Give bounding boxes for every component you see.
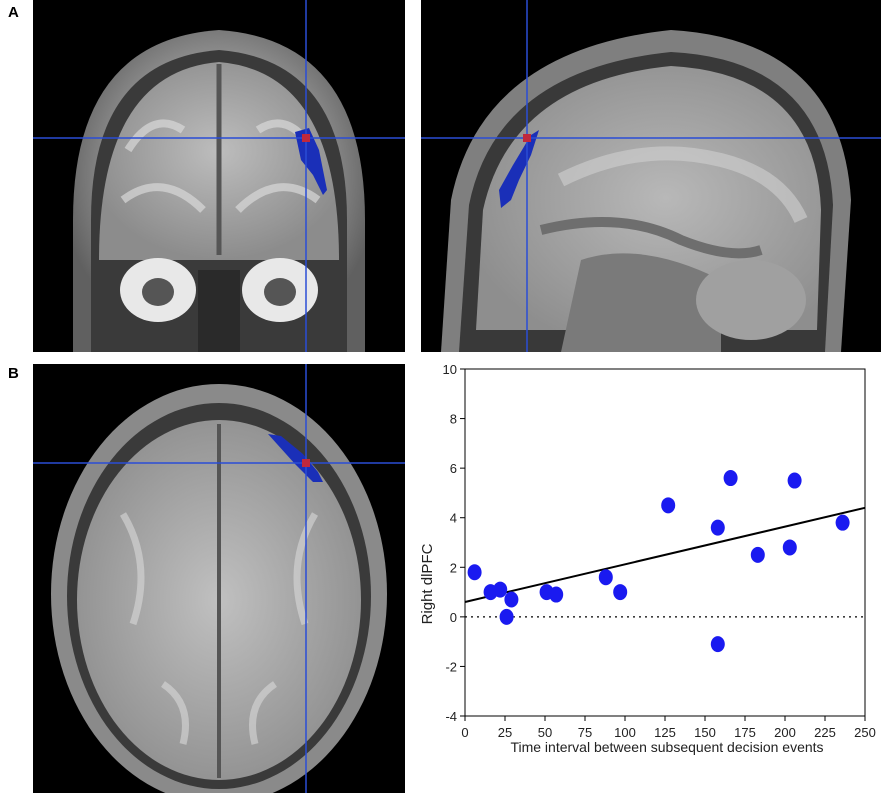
data-point: [710, 519, 725, 536]
activation-cluster: [499, 130, 539, 208]
x-tick-label: 100: [614, 725, 636, 740]
crosshair-marker: [302, 134, 310, 142]
data-point: [723, 470, 738, 487]
data-point: [835, 514, 850, 531]
data-point: [661, 497, 676, 514]
axial-brain-view: [33, 364, 405, 793]
regression-line: [464, 506, 866, 603]
data-point: [493, 581, 508, 598]
x-axis-label: Time interval between subsequent decisio…: [510, 739, 823, 755]
crosshair-marker: [523, 134, 531, 142]
plot-frame: [464, 368, 866, 717]
y-tick-label: -2: [445, 659, 457, 674]
y-tick-label: 2: [450, 560, 457, 575]
activation-cluster: [295, 128, 327, 195]
scatter-chart: -4 -2 0 2 4 6 8 10 0 25 50 75 100 125 150 175 200 225 250…: [420, 362, 876, 755]
x-tick-label: 25: [498, 725, 512, 740]
x-tick-label: 75: [578, 725, 592, 740]
data-point: [750, 546, 765, 563]
data-point: [504, 591, 519, 608]
data-point: [787, 472, 802, 489]
x-tick-label: 50: [538, 725, 552, 740]
data-point: [499, 608, 514, 625]
x-tick-label: 125: [654, 725, 676, 740]
data-point: [549, 586, 564, 603]
sagittal-brain-view: [421, 0, 881, 352]
data-point: [467, 564, 482, 581]
x-tick-label: 200: [774, 725, 796, 740]
x-tick-label: 175: [734, 725, 756, 740]
y-tick-label: -4: [445, 709, 457, 724]
panel-label-a: A: [8, 4, 19, 21]
y-tick-label: 8: [450, 412, 457, 427]
y-tick-label: 6: [450, 461, 457, 476]
y-tick-label: 4: [450, 511, 457, 526]
data-point: [710, 636, 725, 653]
y-axis-label: Right dlPFC: [420, 543, 436, 624]
panel-label-b: B: [8, 365, 19, 382]
coronal-brain-view: [33, 0, 405, 352]
scatter-plot: -4 -2 0 2 4 6 8 10 0 25 50 75 100 125 150 175 200 225 250…: [420, 360, 881, 793]
activation-cluster: [268, 434, 323, 482]
y-tick-label: 10: [443, 362, 457, 377]
y-tick-label: 0: [450, 610, 457, 625]
data-point: [598, 569, 613, 586]
data-point: [613, 584, 628, 601]
data-point: [782, 539, 797, 556]
x-tick-label: 150: [694, 725, 716, 740]
x-tick-label: 225: [814, 725, 836, 740]
x-tick-label: 250: [854, 725, 876, 740]
x-tick-label: 0: [461, 725, 468, 740]
crosshair-marker: [302, 459, 310, 467]
